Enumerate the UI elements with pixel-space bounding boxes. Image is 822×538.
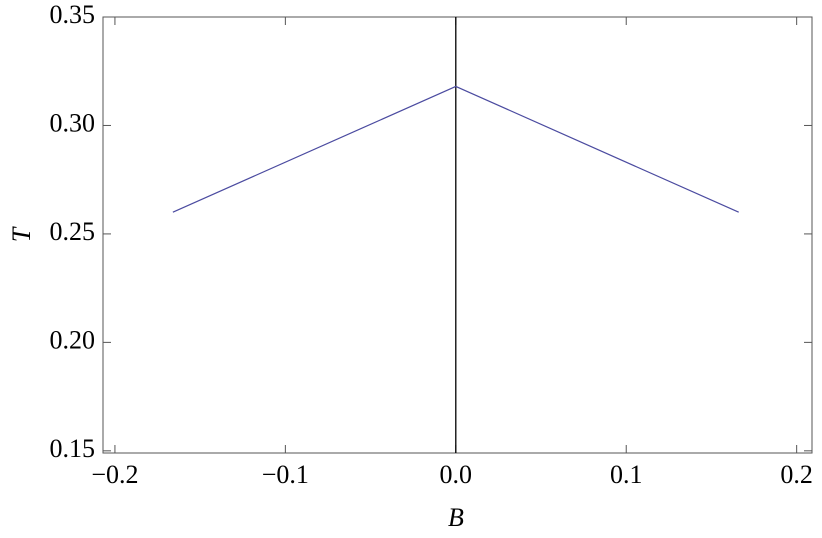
x-tick-label: 0.2 <box>780 460 813 489</box>
y-tick-label: 0.30 <box>50 108 96 137</box>
y-tick-label: 0.25 <box>50 217 96 246</box>
y-tick-label: 0.20 <box>50 325 96 354</box>
x-axis-label: B <box>448 503 464 532</box>
plot-frame <box>102 16 813 454</box>
y-axis-label: T <box>7 226 36 242</box>
x-tick-label: −0.2 <box>91 460 138 489</box>
x-tick-label: 0.1 <box>610 460 643 489</box>
x-tick-label: −0.1 <box>262 460 309 489</box>
x-tick-label: 0.0 <box>440 460 473 489</box>
y-tick-label: 0.15 <box>50 434 96 463</box>
y-tick-label: 0.35 <box>50 0 96 29</box>
line-series <box>172 85 739 213</box>
